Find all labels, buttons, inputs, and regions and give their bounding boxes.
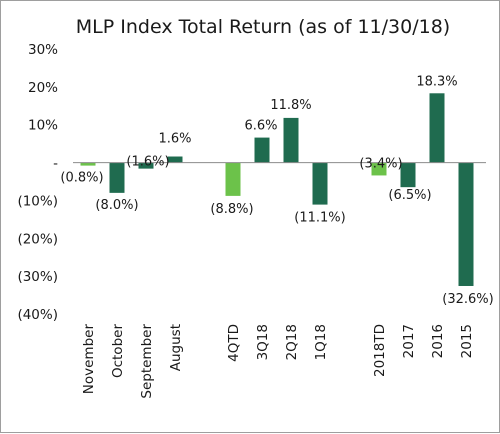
data-label: 1.6% — [158, 132, 191, 147]
data-label: (6.5%) — [388, 188, 431, 203]
y-tick-label: (10%) — [17, 193, 58, 209]
bar-2016 — [429, 93, 445, 163]
y-tick-label: (40%) — [17, 307, 58, 323]
x-category-label: 2017 — [401, 324, 417, 358]
data-labels: (0.8%) (8.0%) (1.6%) 1.6% (8.8%) 6.6% 11.8% (11… — [60, 74, 493, 307]
x-category-label: 2015 — [459, 324, 475, 358]
data-label: (8.0%) — [95, 198, 138, 213]
bar-november — [80, 162, 96, 166]
data-label: 6.6% — [244, 119, 277, 134]
data-label: (8.8%) — [210, 202, 253, 217]
bar-september — [138, 162, 154, 169]
bar-3q18 — [254, 137, 270, 163]
y-tick-label: 30% — [28, 42, 58, 58]
bar-2015 — [458, 162, 474, 286]
bar-2q18 — [283, 117, 299, 163]
data-label: (11.1%) — [294, 211, 345, 226]
x-category-label: 2016 — [430, 324, 446, 358]
x-category-label: August — [168, 324, 184, 371]
data-label: 18.3% — [416, 74, 457, 89]
x-category-label: September — [139, 324, 155, 399]
bar-4qtd — [225, 162, 241, 196]
y-tick-label: - — [53, 156, 58, 172]
data-label: (3.4%) — [359, 156, 402, 171]
chart-title: MLP Index Total Return (as of 11/30/18) — [76, 16, 450, 38]
y-tick-label: (30%) — [17, 269, 58, 285]
bar-october — [109, 162, 125, 193]
bar-2017 — [400, 162, 416, 188]
x-category-label: November — [81, 324, 97, 395]
x-category-label: 1Q18 — [313, 324, 329, 360]
x-category-label: 4QTD — [226, 324, 242, 362]
data-label: (1.6%) — [126, 155, 169, 170]
x-category-label: 2Q18 — [284, 324, 300, 360]
y-tick-label: 10% — [28, 118, 58, 134]
bar-1q18 — [312, 162, 328, 205]
x-category-label: 2018TD — [372, 324, 388, 377]
x-category-label: 3Q18 — [255, 324, 271, 360]
data-label: (0.8%) — [60, 171, 103, 186]
data-label: 11.8% — [270, 98, 311, 113]
y-axis-ticks: 30% 20% 10% - (10%) (20%) (30%) (40%) — [17, 42, 58, 323]
x-category-label: October — [110, 324, 126, 378]
data-label: (32.6%) — [442, 292, 493, 307]
x-axis-labels: November October September August 4QTD 3Q18 2Q… — [81, 324, 475, 399]
bar-2018td — [371, 162, 387, 176]
bars — [80, 93, 474, 286]
y-tick-label: 20% — [28, 80, 58, 96]
y-tick-label: (20%) — [17, 231, 58, 247]
bar-august — [167, 156, 183, 163]
